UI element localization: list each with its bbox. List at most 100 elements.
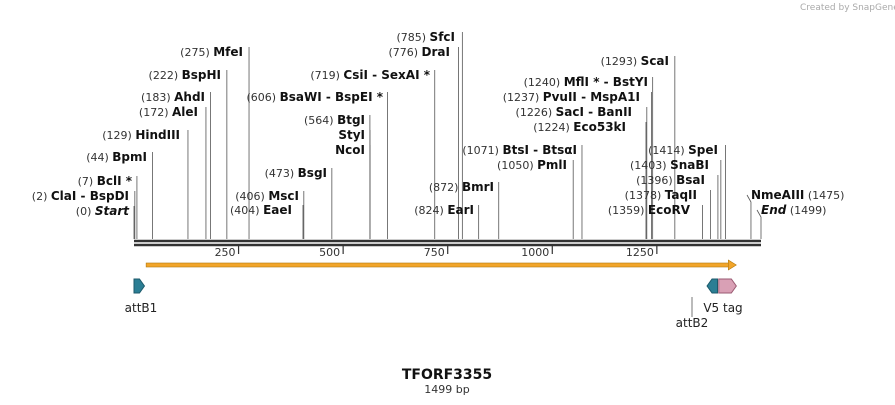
site-csii[interactable]: (719) CsiI - SexAI * — [310, 68, 436, 239]
site-label[interactable]: (275) MfeI — [180, 45, 243, 59]
site-enzyme-name: PvuII - MspA1I — [543, 90, 640, 104]
site-taqii[interactable]: (1378) TaqII — [625, 188, 711, 239]
site-enzyme-name: AleI — [172, 105, 198, 119]
site-ncoi[interactable]: NcoI — [335, 143, 371, 239]
site-label[interactable]: (44) BpmI — [86, 150, 147, 164]
site-msci[interactable]: (406) MscI — [235, 189, 305, 239]
site-label[interactable]: (0) Start — [76, 204, 130, 218]
site-enzyme-name: BclI * — [97, 174, 133, 188]
site-label[interactable]: NcoI — [335, 143, 365, 157]
ruler-tick-label: 1000 — [521, 246, 549, 259]
site-label[interactable]: (1396) BsaI — [636, 173, 705, 187]
site-enzyme-name: BtsI - BtsαI — [502, 143, 577, 157]
site-ecorv[interactable]: (1359) EcoRV — [608, 203, 703, 239]
site-alei[interactable]: (172) AleI — [139, 105, 207, 239]
site-label[interactable]: (1226) SacI - BanII — [516, 105, 632, 119]
site-label[interactable]: StyI — [338, 128, 365, 142]
site-spei[interactable]: (1414) SpeI — [648, 143, 726, 239]
site-label[interactable]: (406) MscI — [235, 189, 299, 203]
site-position: (1293) — [601, 55, 641, 68]
site-label[interactable]: (1403) SnaBI — [630, 158, 709, 172]
orf-body[interactable] — [145, 262, 731, 268]
site-position: (1414) — [648, 144, 688, 157]
orf-arrow-head[interactable] — [728, 259, 737, 271]
site-pvuii[interactable]: (1237) PvuII - MspA1I — [503, 90, 652, 239]
site-sfci[interactable]: (785) SfcI — [396, 30, 463, 239]
site-eari[interactable]: (824) EarI — [414, 203, 480, 239]
site-position: (406) — [235, 190, 268, 203]
feature-label-attb1: attB1 — [125, 301, 158, 315]
site-enzyme-name: MfeI — [213, 45, 243, 59]
site-position: (1050) — [497, 159, 537, 172]
site-bpmi[interactable]: (44) BpmI — [86, 150, 153, 239]
site-label[interactable]: End (1499) — [761, 203, 826, 217]
site-label[interactable]: (1224) Eco53kI — [533, 120, 626, 134]
site-eaei[interactable]: (404) EaeI — [230, 203, 304, 239]
site-bsai[interactable]: (1396) BsaI — [636, 173, 719, 239]
site-position: (7) — [78, 175, 97, 188]
site-end[interactable]: End (1499) — [756, 203, 826, 239]
orf-arrow[interactable] — [145, 259, 737, 271]
site-label[interactable]: (1237) PvuII - MspA1I — [503, 90, 640, 104]
site-label[interactable]: (172) AleI — [139, 105, 198, 119]
site-bsphi[interactable]: (222) BspHI — [149, 68, 228, 239]
site-enzyme-name: StyI — [338, 128, 365, 142]
site-label[interactable]: (564) BtgI — [304, 113, 365, 127]
site-pmli[interactable]: (1050) PmlI — [497, 158, 574, 239]
feature-attb2[interactable] — [706, 278, 718, 294]
site-enzyme-name: BsaI — [676, 173, 705, 187]
site-label[interactable]: (1071) BtsI - BtsαI — [462, 143, 577, 157]
site-btgi[interactable]: (564) BtgI — [304, 113, 371, 239]
site-position: (1475) — [804, 189, 844, 202]
site-label[interactable]: (785) SfcI — [396, 30, 455, 44]
site-start[interactable]: (0) Start — [76, 204, 135, 239]
site-label[interactable]: (606) BsaWI - BspEI * — [247, 90, 384, 104]
site-label[interactable]: NmeAIII (1475) — [751, 188, 844, 202]
site-enzyme-name: BsaWI - BspEI * — [280, 90, 384, 104]
site-position: (473) — [265, 167, 298, 180]
ruler-tick-label: 750 — [424, 246, 445, 259]
site-label[interactable]: (872) BmrI — [429, 180, 494, 194]
site-label[interactable]: (1050) PmlI — [497, 158, 567, 172]
site-hindiii[interactable]: (129) HindIII — [102, 128, 189, 239]
site-position: (183) — [141, 91, 174, 104]
site-label[interactable]: (2) ClaI - BspDI — [32, 189, 129, 203]
site-label[interactable]: (1359) EcoRV — [608, 203, 691, 217]
feature-v5-tag[interactable] — [718, 278, 737, 294]
site-mfei[interactable]: (275) MfeI — [180, 45, 250, 239]
site-label[interactable]: (183) AhdI — [141, 90, 205, 104]
ruler: 250 500 750 1000 1250 — [215, 246, 658, 259]
site-label[interactable]: (1240) MflI * - BstYI — [524, 75, 648, 89]
site-label[interactable]: (719) CsiI - SexAI * — [310, 68, 430, 82]
site-snabi[interactable]: (1403) SnaBI — [630, 158, 722, 239]
site-label[interactable]: (7) BclI * — [78, 174, 133, 188]
site-label[interactable]: (1378) TaqII — [625, 188, 697, 202]
site-scai[interactable]: (1293) ScaI — [601, 54, 676, 239]
site-clai[interactable]: (2) ClaI - BspDI — [32, 189, 136, 239]
site-mfli[interactable]: (1240) MflI * - BstYI — [524, 75, 654, 239]
site-nmeaiii[interactable]: NmeAIII (1475) — [746, 188, 844, 239]
site-drai[interactable]: (776) DraI — [388, 45, 459, 239]
site-label[interactable]: (1414) SpeI — [648, 143, 718, 157]
site-label[interactable]: (473) BsgI — [265, 166, 327, 180]
feature-attb1[interactable] — [133, 278, 146, 294]
site-label[interactable]: (129) HindIII — [102, 128, 180, 142]
site-label[interactable]: (222) BspHI — [149, 68, 221, 82]
site-bmri[interactable]: (872) BmrI — [429, 180, 500, 239]
site-enzyme-name: End — [761, 203, 787, 217]
site-bsgi[interactable]: (473) BsgI — [265, 166, 333, 239]
site-label[interactable]: (824) EarI — [414, 203, 474, 217]
site-enzyme-name: HindIII — [135, 128, 180, 142]
site-label[interactable]: (1293) ScaI — [601, 54, 669, 68]
site-btsi[interactable]: (1071) BtsI - BtsαI — [462, 143, 583, 239]
site-bsawi[interactable]: (606) BsaWI - BspEI * — [247, 90, 388, 239]
site-ahdi[interactable]: (183) AhdI — [141, 90, 211, 239]
site-saci[interactable]: (1226) SacI - BanII — [516, 105, 648, 239]
site-enzyme-name: SfcI — [430, 30, 455, 44]
site-eco53ki[interactable]: (1224) Eco53kI — [533, 120, 647, 239]
site-position: (129) — [102, 129, 135, 142]
site-label[interactable]: (404) EaeI — [230, 203, 292, 217]
site-enzyme-name: SacI - BanII — [556, 105, 632, 119]
site-bcli[interactable]: (7) BclI * — [78, 174, 138, 239]
site-label[interactable]: (776) DraI — [388, 45, 450, 59]
